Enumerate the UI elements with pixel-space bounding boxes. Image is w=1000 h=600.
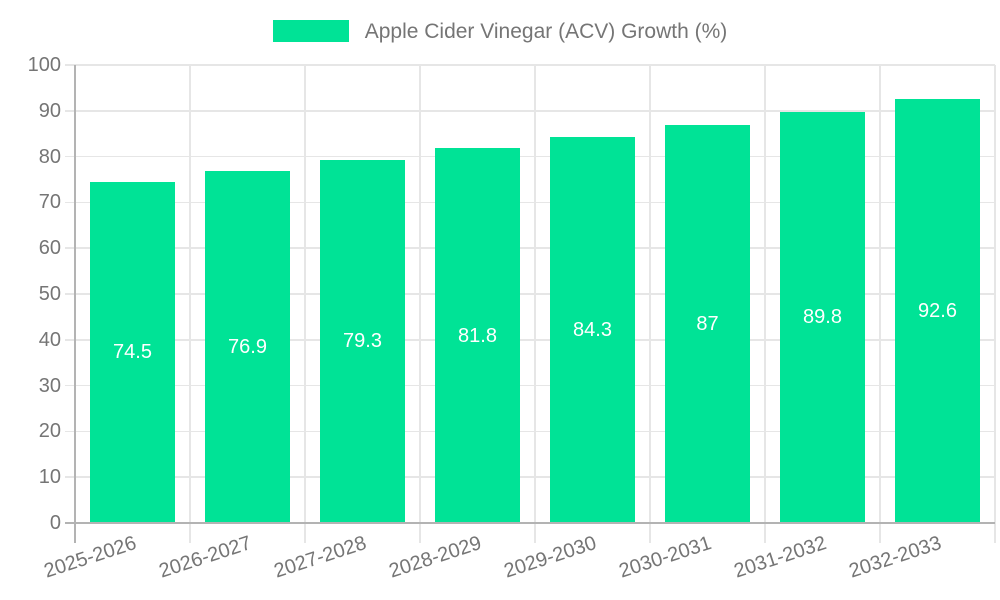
y-gridline — [65, 430, 995, 433]
y-tick-label: 60 — [38, 237, 61, 260]
x-tick-label: 2026-2027 — [156, 532, 254, 583]
bar-value-label: 84.3 — [573, 318, 612, 341]
bar-2029-2030: 84.3 — [550, 136, 635, 523]
bar-2028-2029: 81.8 — [435, 148, 520, 523]
y-gridline — [65, 247, 995, 249]
y-gridline — [65, 201, 995, 204]
bar-2025-2026: 74.5 — [90, 181, 175, 523]
y-tick-label: 80 — [38, 145, 61, 168]
y-tick-label: 30 — [38, 374, 61, 397]
bar-value-label: 79.3 — [343, 330, 382, 353]
bar-2026-2027: 76.9 — [205, 170, 290, 523]
x-tick-label: 2025-2026 — [41, 532, 139, 583]
x-tick-label: 2027-2028 — [271, 532, 369, 583]
y-gridline — [65, 339, 995, 341]
legend[interactable]: Apple Cider Vinegar (ACV) Growth (%) — [0, 20, 1000, 42]
x-tick-label: 2031-2032 — [731, 532, 829, 583]
x-gridline — [764, 65, 766, 543]
x-tick-label: 2029-2030 — [501, 532, 599, 583]
plot-area: 0 10 20 30 40 50 60 70 80 90 100 74.5 76.9 79.3 81.8 84… — [28, 55, 996, 583]
y-tick-label: 10 — [38, 466, 61, 489]
y-tick-label: 50 — [38, 283, 61, 305]
y-gridline — [65, 384, 995, 387]
bar-value-label: 74.5 — [113, 341, 152, 364]
x-gridline — [189, 65, 191, 543]
x-tick-label: 2032-2033 — [846, 532, 944, 583]
legend-label: Apple Cider Vinegar (ACV) Growth (%) — [364, 19, 728, 43]
bar-value-label: 76.9 — [228, 335, 267, 358]
bar-value-label: 92.6 — [918, 299, 957, 322]
x-gridline — [419, 65, 421, 543]
y-tick-label: 100 — [27, 54, 61, 76]
bar-value-label: 87 — [696, 312, 719, 335]
bar-2030-2031: 87 — [665, 124, 750, 523]
x-gridline — [879, 65, 881, 543]
legend-swatch-icon — [272, 20, 349, 42]
y-gridline — [65, 293, 995, 295]
y-gridline — [65, 155, 995, 158]
y-tick-label: 70 — [38, 191, 61, 214]
bar-2031-2032: 89.8 — [780, 111, 865, 523]
y-gridline — [65, 110, 995, 112]
y-tick-label: 40 — [38, 328, 61, 351]
y-tick-label: 90 — [38, 99, 61, 122]
x-gridline — [649, 65, 651, 543]
x-gridline — [534, 65, 536, 543]
x-gridline — [304, 65, 306, 543]
x-tick-label: 2028-2029 — [386, 532, 484, 583]
bar-value-label: 81.8 — [458, 324, 497, 347]
y-axis-line — [74, 65, 76, 543]
y-tick-label: 0 — [49, 512, 61, 534]
y-gridline — [65, 476, 995, 478]
y-tick-label: 20 — [38, 420, 61, 443]
bar-2032-2033: 92.6 — [895, 98, 980, 523]
x-tick-label: 2030-2031 — [616, 532, 714, 583]
x-axis-line — [65, 521, 995, 524]
bar-2027-2028: 79.3 — [320, 159, 405, 523]
x-gridline — [994, 65, 996, 543]
y-gridline — [65, 64, 995, 66]
bar-value-label: 89.8 — [803, 306, 842, 329]
